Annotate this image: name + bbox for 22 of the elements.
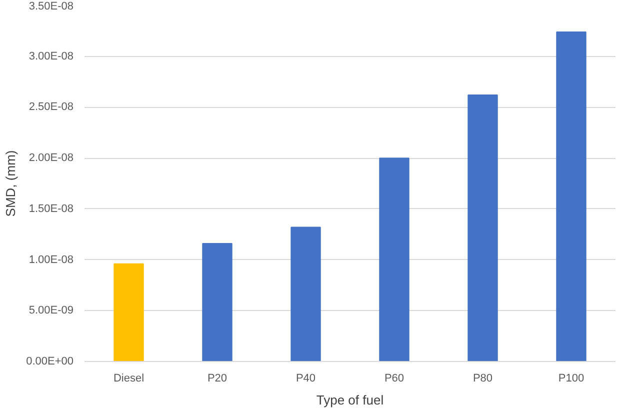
x-tick-label: P60 xyxy=(384,372,404,384)
y-tick-label: 3.00E-08 xyxy=(28,50,74,62)
y-tick-label: 2.50E-08 xyxy=(28,101,74,114)
y-axis-title: SMD, (mm) xyxy=(3,150,18,217)
x-tick-label: P100 xyxy=(558,372,584,384)
bar xyxy=(468,94,498,362)
y-tick-label: 0.00E+00 xyxy=(26,356,74,368)
x-tick-label: P40 xyxy=(296,372,316,384)
x-axis-title: Type of fuel xyxy=(316,392,384,408)
x-tick-label: Diesel xyxy=(113,372,144,384)
bar xyxy=(556,31,586,362)
y-tick-label: 1.00E-08 xyxy=(28,254,74,266)
y-tick-label: 5.00E-09 xyxy=(28,304,74,317)
bar xyxy=(114,263,144,362)
y-tick-label: 3.50E-08 xyxy=(28,0,74,12)
y-tick-label: 2.00E-08 xyxy=(28,152,74,164)
bar xyxy=(202,243,232,362)
y-tick-label: 1.50E-08 xyxy=(28,202,74,215)
bar xyxy=(290,226,321,362)
bar xyxy=(379,158,410,362)
x-tick-label: P20 xyxy=(207,372,228,384)
x-tick-label: P80 xyxy=(472,372,493,384)
